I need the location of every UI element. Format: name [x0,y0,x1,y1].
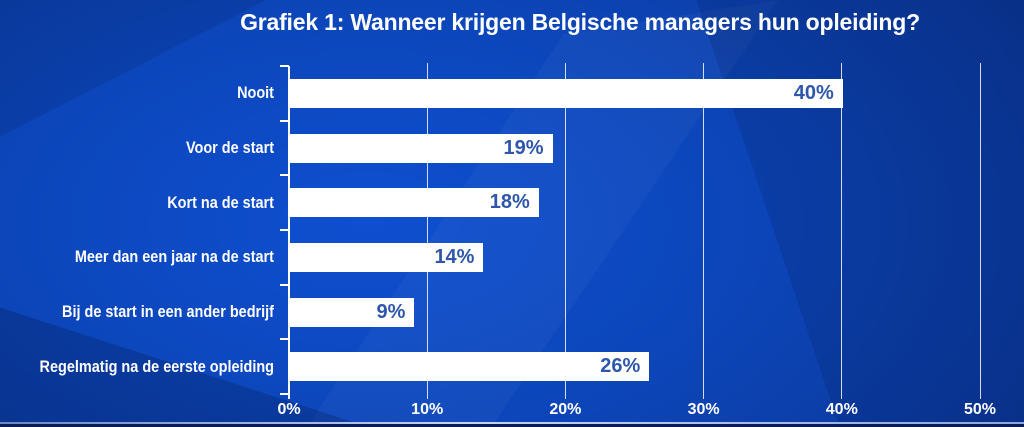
bar-value-label: 9% [376,300,406,323]
x-axis-tick-label: 30% [687,401,720,418]
y-axis-tick [280,174,289,177]
gridline-40% [841,63,843,399]
category-label: Bij de start in een ander bedrijf [62,301,274,321]
chart-title: Grafiek 1: Wanneer krijgen Belgische man… [240,9,920,35]
x-axis-tick-label: 20% [549,401,582,418]
bar-2: 19% [290,133,553,163]
y-axis-tick [280,65,289,67]
category-label: Voor de start [185,137,274,157]
bar-value-label: 14% [434,245,475,268]
y-axis-tick [280,393,289,395]
y-axis-tick [280,229,289,231]
bar-6: 26% [290,352,650,382]
bar-value-label: 19% [503,136,544,159]
category-label: Meer dan een jaar na de start [74,247,274,267]
y-axis-tick [280,283,289,286]
gridline-30% [703,63,705,399]
gridline-50% [979,63,981,399]
x-axis-tick-label: 10% [411,401,444,418]
bar-3: 18% [290,188,539,218]
x-axis-tick-label: 0% [277,401,301,418]
bar-4: 14% [290,242,484,272]
y-axis-line [288,66,290,399]
bottom-edge-strip [0,424,1024,427]
x-axis-tick-label: 40% [825,401,858,418]
y-axis-tick [280,338,289,341]
x-axis-tick-label: 50% [963,401,997,418]
bar-5: 9% [290,297,415,327]
category-label: Kort na de start [167,192,274,212]
category-label: Nooit [237,83,274,103]
bar-value-label: 40% [793,81,834,104]
y-axis-tick [280,119,289,122]
bar-value-label: 18% [489,191,530,214]
bottom-accent-line [0,422,1024,424]
category-label: Regelmatig na de eerste opleiding [39,356,274,376]
bar-value-label: 26% [600,355,641,378]
bar-1: 40% [290,78,843,108]
gridline-20% [564,63,566,399]
gridline-10% [426,63,428,399]
